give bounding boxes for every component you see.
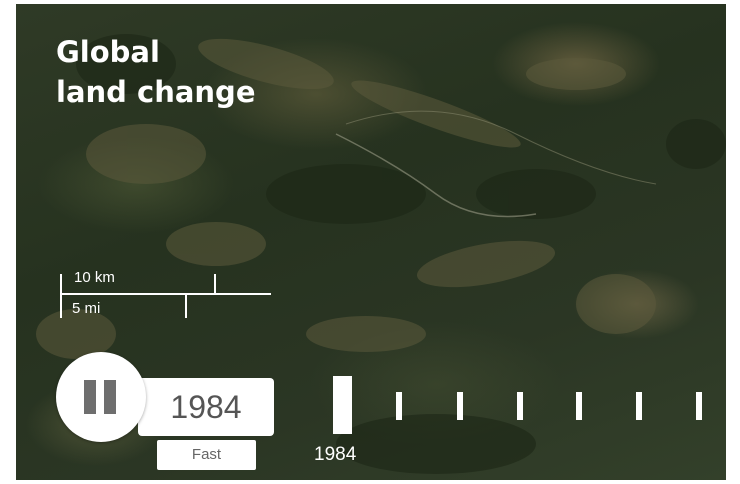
timeline-tick[interactable] bbox=[457, 392, 463, 420]
scale-label-km: 10 km bbox=[74, 269, 115, 286]
speed-toggle-button[interactable]: Fast bbox=[157, 440, 256, 470]
pause-button[interactable] bbox=[56, 352, 146, 442]
timeline[interactable]: 1984 bbox=[300, 372, 720, 472]
satellite-imagery bbox=[36, 34, 726, 474]
timeline-tick[interactable] bbox=[696, 392, 702, 420]
scale-bar-lines bbox=[60, 274, 271, 318]
scale-label-mi: 5 mi bbox=[72, 300, 101, 317]
timeline-tick-current[interactable] bbox=[333, 376, 352, 434]
timeline-tick[interactable] bbox=[517, 392, 523, 420]
map-title: Global land change bbox=[56, 32, 256, 112]
timeline-tick[interactable] bbox=[576, 392, 582, 420]
current-year-display: 1984 bbox=[138, 378, 274, 436]
scale-bar: 10 km 5 mi bbox=[58, 266, 278, 326]
timeline-year-label: 1984 bbox=[314, 444, 357, 465]
pause-icon bbox=[84, 380, 118, 414]
timeline-tick[interactable] bbox=[636, 392, 642, 420]
map-title-line2: land change bbox=[56, 75, 256, 109]
timeline-tick[interactable] bbox=[396, 392, 402, 420]
map-title-line1: Global bbox=[56, 35, 160, 69]
